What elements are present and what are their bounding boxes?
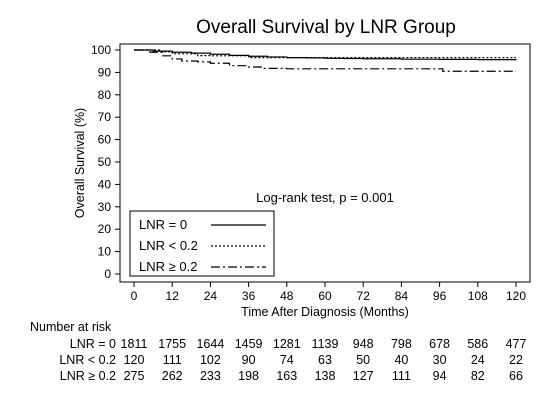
x-tick-label: 0	[131, 289, 138, 303]
y-tick-label: 20	[98, 222, 112, 236]
x-tick-label: 36	[242, 289, 256, 303]
x-tick-label: 108	[468, 289, 488, 303]
y-tick-label: 60	[98, 133, 112, 147]
risk-row-label: LNR = 0	[70, 337, 116, 351]
legend-label: LNR ≥ 0.2	[139, 259, 197, 274]
x-tick-label: 24	[204, 289, 218, 303]
risk-table-heading: Number at risk	[30, 320, 112, 334]
risk-count: 586	[467, 337, 488, 351]
x-axis-label: Time After Diagnosis (Months)	[241, 305, 409, 319]
y-tick-label: 40	[98, 177, 112, 191]
risk-count: 1139	[312, 337, 339, 351]
y-tick-label: 100	[91, 43, 111, 57]
risk-count: 1281	[273, 337, 301, 351]
curve-series-0	[134, 49, 517, 61]
risk-count: 275	[124, 369, 145, 383]
y-tick-label: 10	[98, 245, 112, 259]
risk-count: 163	[276, 369, 297, 383]
risk-count: 1811	[121, 337, 148, 351]
risk-count: 948	[353, 337, 374, 351]
curve-series-1	[134, 49, 516, 59]
risk-count: 50	[356, 353, 370, 367]
risk-count: 1459	[235, 337, 263, 351]
risk-count: 94	[433, 369, 447, 383]
x-axis: 0 12 24 36 48 60 72 84 96 108 120	[131, 281, 526, 303]
risk-count: 90	[242, 353, 256, 367]
risk-count: 678	[429, 337, 450, 351]
y-tick-label: 0	[104, 267, 111, 281]
risk-count: 138	[315, 369, 336, 383]
x-tick-label: 48	[280, 289, 294, 303]
risk-count: 477	[506, 337, 527, 351]
x-tick-label: 84	[395, 289, 409, 303]
logrank-annotation: Log-rank test, p = 0.001	[256, 190, 394, 205]
risk-count: 233	[200, 369, 221, 383]
risk-count: 22	[509, 353, 523, 367]
risk-count: 1755	[158, 337, 186, 351]
curve-series-2	[134, 49, 516, 72]
risk-count: 40	[394, 353, 408, 367]
risk-count: 111	[392, 369, 411, 383]
x-tick-label: 120	[506, 289, 526, 303]
risk-count: 111	[163, 353, 182, 367]
risk-count: 66	[509, 369, 523, 383]
legend-label: LNR = 0	[139, 217, 187, 232]
legend: LNR = 0 LNR < 0.2 LNR ≥ 0.2	[129, 210, 275, 277]
y-tick-label: 90	[98, 65, 112, 79]
x-tick-label: 12	[166, 289, 180, 303]
risk-count: 74	[280, 353, 294, 367]
y-tick-label: 80	[98, 88, 112, 102]
y-tick-label: 50	[98, 155, 112, 169]
risk-row-label: LNR ≥ 0.2	[60, 369, 116, 383]
risk-count: 262	[162, 369, 183, 383]
legend-label: LNR < 0.2	[139, 238, 198, 253]
risk-count: 63	[318, 353, 332, 367]
chart-title: Overall Survival by LNR Group	[196, 17, 456, 38]
y-axis: 0 10 20 30 40 50 60 70 80 90 100	[91, 43, 121, 281]
risk-count: 798	[391, 337, 412, 351]
risk-count: 1644	[196, 337, 224, 351]
risk-count: 120	[124, 353, 145, 367]
risk-count: 82	[471, 369, 485, 383]
x-tick-label: 60	[318, 289, 332, 303]
risk-row-label: LNR < 0.2	[59, 353, 116, 367]
risk-count: 102	[200, 353, 221, 367]
number-at-risk-table: Number at risk LNR = 0 1811 1755 1644 1459 12…	[30, 320, 526, 383]
legend-box	[129, 210, 275, 277]
y-tick-label: 30	[98, 200, 112, 214]
risk-count: 198	[238, 369, 259, 383]
y-axis-label: Overall Survival (%)	[73, 108, 87, 218]
x-tick-label: 96	[433, 289, 447, 303]
survival-curves	[134, 49, 517, 72]
x-tick-label: 72	[357, 289, 371, 303]
risk-count: 30	[433, 353, 447, 367]
risk-count: 127	[353, 369, 374, 383]
risk-count: 24	[471, 353, 485, 367]
y-tick-label: 70	[98, 110, 112, 124]
